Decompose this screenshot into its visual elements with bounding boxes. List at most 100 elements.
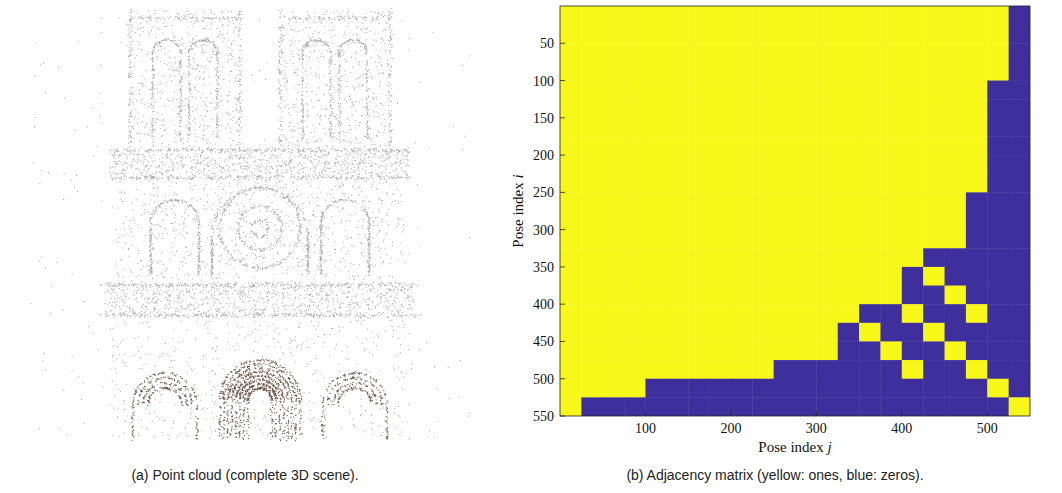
axes: 1002003004005005010015020025030035040045… [533, 36, 998, 436]
cell [581, 118, 603, 137]
cell [1009, 323, 1030, 342]
cell [710, 397, 732, 416]
cell [581, 248, 603, 267]
cell [795, 155, 817, 174]
cell [774, 155, 796, 174]
cell [560, 248, 582, 267]
cell [1009, 81, 1030, 100]
cell [987, 286, 1009, 305]
cell [774, 323, 796, 342]
cell [774, 286, 796, 305]
y-tick [560, 43, 565, 44]
cell [624, 81, 646, 100]
cell [731, 62, 753, 81]
cell [667, 304, 689, 323]
cell [987, 304, 1009, 323]
cell [859, 323, 881, 342]
cell [816, 62, 838, 81]
x-tick-label: 500 [977, 421, 998, 436]
cell [816, 6, 838, 25]
cell [667, 62, 689, 81]
cell [966, 286, 988, 305]
cell [923, 341, 945, 360]
cell [774, 99, 796, 118]
cell [560, 192, 582, 211]
cell [795, 174, 817, 193]
cell [752, 397, 774, 416]
x-tick-label: 200 [720, 421, 741, 436]
cell [710, 248, 732, 267]
cell [688, 136, 710, 155]
cell [774, 267, 796, 286]
cell [774, 304, 796, 323]
cell [560, 25, 582, 44]
cell [902, 397, 924, 416]
cell [945, 230, 967, 249]
cell [752, 81, 774, 100]
cell [624, 6, 646, 25]
y-axis-title: Pose index i [510, 174, 526, 247]
cell [752, 323, 774, 342]
cell [816, 174, 838, 193]
cell [923, 230, 945, 249]
cell [923, 155, 945, 174]
cell [880, 397, 902, 416]
cell [945, 211, 967, 230]
cell [838, 379, 860, 398]
cell [795, 286, 817, 305]
cell [987, 174, 1009, 193]
cell [816, 99, 838, 118]
cell [987, 155, 1009, 174]
cell [880, 211, 902, 230]
cell [880, 155, 902, 174]
cell [710, 286, 732, 305]
cell [838, 230, 860, 249]
y-tick [560, 416, 565, 417]
x-tick [901, 411, 902, 416]
cell [581, 323, 603, 342]
cell [645, 230, 667, 249]
cell [731, 341, 753, 360]
cell [859, 6, 881, 25]
y-tick-label: 100 [533, 74, 554, 89]
cell [688, 155, 710, 174]
cell [752, 118, 774, 137]
cell [966, 397, 988, 416]
cell [923, 118, 945, 137]
cell [816, 25, 838, 44]
cell [945, 118, 967, 137]
cell [581, 211, 603, 230]
cell [838, 211, 860, 230]
y-tick [560, 341, 565, 342]
cell [966, 99, 988, 118]
cell [880, 323, 902, 342]
cell [624, 286, 646, 305]
y-tick [560, 192, 565, 193]
cell [966, 341, 988, 360]
cell [731, 81, 753, 100]
cell [902, 379, 924, 398]
cell [945, 81, 967, 100]
cell [838, 6, 860, 25]
cell [774, 43, 796, 62]
cell [624, 397, 646, 416]
cell [923, 136, 945, 155]
cell [645, 192, 667, 211]
cell [667, 43, 689, 62]
cell [774, 62, 796, 81]
cell [1009, 25, 1030, 44]
cell [795, 136, 817, 155]
cell [710, 6, 732, 25]
cell [838, 136, 860, 155]
cell [902, 304, 924, 323]
cell [945, 323, 967, 342]
cell [560, 379, 582, 398]
cell [816, 323, 838, 342]
cell [603, 341, 625, 360]
cell [667, 248, 689, 267]
cell [581, 99, 603, 118]
cell [581, 43, 603, 62]
cell [902, 211, 924, 230]
cell [731, 379, 753, 398]
cell [731, 155, 753, 174]
